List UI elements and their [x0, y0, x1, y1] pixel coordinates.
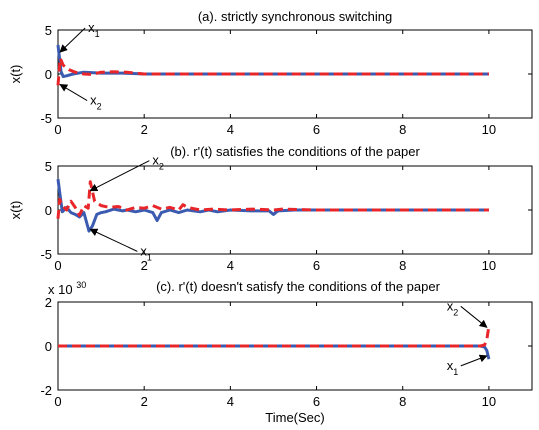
panel-c-annotation-x2: x2 — [447, 298, 459, 317]
panel-b-annotation-arrow — [89, 228, 138, 252]
annotation-label: x — [447, 298, 454, 313]
panel-a-ytick-label: 5 — [45, 23, 52, 38]
panel-c-xtick-label: 2 — [141, 394, 148, 409]
panel-c-xtick-label: 10 — [482, 394, 496, 409]
panel-c-exponent-base: x 10 — [48, 282, 73, 297]
panel-b-annotation-x2: x2 — [152, 153, 164, 172]
panel-b-xtick-label: 2 — [141, 258, 148, 273]
panel-c-xtick-label: 8 — [399, 394, 406, 409]
panel-c-xtick-label: 6 — [313, 394, 320, 409]
annotation-label: x — [447, 358, 454, 373]
panel-c-ytick-label: 0 — [45, 339, 52, 354]
panel-b-annotation-arrow — [89, 160, 150, 192]
panel-a-annotation-x2: x2 — [90, 93, 102, 112]
panel-b-xtick-label: 4 — [227, 258, 234, 273]
panel-c-xtick-label: 0 — [54, 394, 61, 409]
panel-a: (a). strictly synchronous switching x(t)… — [8, 9, 533, 137]
panel-b-xtick-label: 8 — [399, 258, 406, 273]
panel-a-series-x1 — [56, 44, 489, 79]
panel-c: (c). r'(t) doesn't satisfy the condition… — [40, 279, 533, 409]
annotation-subscript: 2 — [159, 162, 164, 172]
panel-b-series-x2 — [56, 180, 489, 219]
panel-c-series-x2 — [58, 325, 491, 348]
panel-a-annotation-x1: x1 — [88, 20, 100, 39]
panel-c-annotation-arrow — [460, 305, 488, 328]
panel-c-ytick-label: 2 — [45, 295, 52, 310]
annotation-label: x — [140, 243, 147, 258]
panel-c-title: (c). r'(t) doesn't satisfy the condition… — [156, 279, 441, 294]
panel-b-xtick-label: 6 — [313, 258, 320, 273]
panel-c-annotation-arrow — [460, 354, 488, 367]
panel-a-ytick-label: -5 — [40, 111, 52, 126]
panel-b-ytick-label: 5 — [45, 159, 52, 174]
panel-b-annotation-x1: x1 — [140, 243, 152, 262]
panel-a-ylabel: x(t) — [8, 65, 23, 84]
panel-a-xtick-label: 0 — [54, 122, 61, 137]
panel-b-xtick-label: 10 — [482, 258, 496, 273]
annotation-subscript: 2 — [97, 102, 102, 112]
panel-b-title: (b). r'(t) satisfies the conditions of t… — [170, 144, 420, 159]
panel-a-xtick-label: 2 — [141, 122, 148, 137]
annotation-subscript: 1 — [95, 29, 100, 39]
panel-a-ytick-label: 0 — [45, 67, 52, 82]
annotation-subscript: 1 — [453, 367, 458, 377]
panel-c-exponent-power: 30 — [76, 280, 86, 290]
annotation-label: x — [88, 20, 95, 35]
panel-b-ytick-label: 0 — [45, 203, 52, 218]
annotation-subscript: 2 — [453, 307, 458, 317]
panel-c-exponent: x 10 30 — [48, 280, 86, 297]
annotation-label: x — [90, 93, 97, 108]
annotation-label: x — [152, 153, 159, 168]
panel-c-ytick-label: -2 — [40, 383, 52, 398]
panel-c-annotation-x1: x1 — [447, 358, 459, 377]
panel-b-xtick-label: 0 — [54, 258, 61, 273]
panel-b: (b). r'(t) satisfies the conditions of t… — [8, 144, 533, 273]
panel-a-annotation-arrow — [59, 27, 86, 53]
panel-a-annotation-arrow — [59, 84, 88, 101]
panel-b-ytick-label: -5 — [40, 247, 52, 262]
panel-c-xtick-label: 4 — [227, 394, 234, 409]
panel-b-ylabel: x(t) — [8, 201, 23, 220]
panel-a-xtick-label: 4 — [227, 122, 234, 137]
annotation-subscript: 1 — [147, 252, 152, 262]
panel-a-xtick-label: 6 — [313, 122, 320, 137]
panel-a-xtick-label: 10 — [482, 122, 496, 137]
panel-a-series-x2 — [56, 56, 489, 86]
panel-a-title: (a). strictly synchronous switching — [198, 9, 392, 24]
panel-a-xtick-label: 8 — [399, 122, 406, 137]
x-axis-label: Time(Sec) — [265, 410, 324, 425]
